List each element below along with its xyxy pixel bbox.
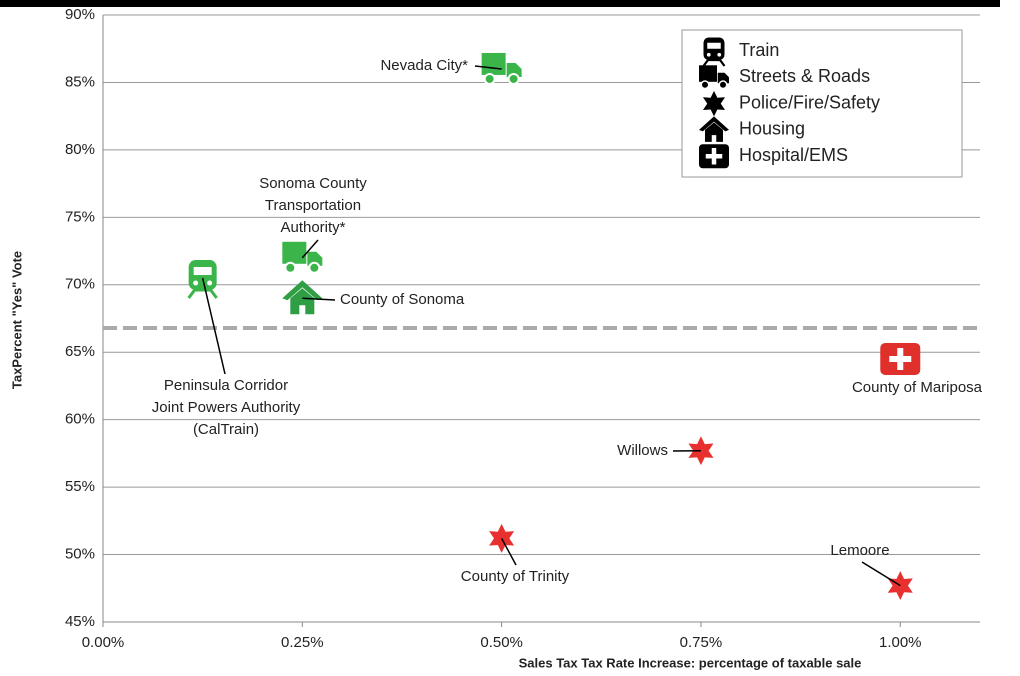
star bbox=[702, 90, 726, 117]
wheel bbox=[718, 80, 728, 90]
leader-line bbox=[861, 561, 901, 587]
x-tick-label: 0.00% bbox=[82, 634, 125, 651]
cross bbox=[705, 147, 723, 165]
top-bar bbox=[0, 0, 1000, 7]
legend-label: Streets & Roads bbox=[739, 66, 870, 86]
train-light bbox=[717, 52, 722, 57]
point-label: Peninsula Corridor bbox=[164, 377, 288, 394]
point-label: Transportation bbox=[265, 197, 361, 214]
point bbox=[282, 241, 323, 274]
leader-line bbox=[302, 297, 336, 301]
leader-line bbox=[201, 277, 226, 375]
y-tick-label: 60% bbox=[65, 411, 95, 428]
truck-cab bbox=[506, 62, 522, 77]
point bbox=[282, 280, 323, 315]
y-tick-label: 90% bbox=[65, 6, 95, 23]
train-light bbox=[193, 280, 199, 286]
y-tick-label: 50% bbox=[65, 546, 95, 563]
legend-label: Police/Fire/Safety bbox=[739, 92, 880, 112]
y-tick-label: 65% bbox=[65, 343, 95, 360]
truck-body bbox=[282, 241, 307, 264]
y-tick-label: 85% bbox=[65, 73, 95, 90]
house-roof bbox=[282, 280, 323, 301]
point-label: Authority* bbox=[280, 219, 345, 236]
cross bbox=[889, 347, 912, 370]
point-label: Lemoore bbox=[830, 542, 889, 559]
wheel bbox=[308, 261, 321, 274]
point bbox=[688, 436, 714, 466]
wheel bbox=[483, 72, 496, 85]
legend-icon bbox=[699, 116, 729, 142]
truck-cab bbox=[307, 251, 323, 266]
truck-body bbox=[481, 52, 506, 75]
y-tick-label: 70% bbox=[65, 276, 95, 293]
x-tick-label: 0.25% bbox=[281, 634, 324, 651]
y-tick-label: 80% bbox=[65, 141, 95, 158]
train-light bbox=[706, 52, 711, 57]
train-rails bbox=[187, 288, 218, 299]
point-label: County of Mariposa bbox=[852, 379, 983, 396]
x-tick-label: 0.75% bbox=[680, 634, 723, 651]
y-tick-label: 75% bbox=[65, 208, 95, 225]
x-tick-label: 1.00% bbox=[879, 634, 922, 651]
wheel bbox=[507, 72, 520, 85]
y-axis-title: TaxPercent "Yes" Vote bbox=[9, 251, 24, 389]
point-label: Willows bbox=[617, 442, 668, 459]
point-label: (CalTrain) bbox=[193, 421, 259, 438]
train-rails bbox=[702, 58, 726, 67]
legend-icon bbox=[699, 144, 729, 169]
star bbox=[688, 436, 714, 466]
truck-body bbox=[699, 65, 717, 82]
leader-line bbox=[301, 239, 319, 259]
y-tick-label: 55% bbox=[65, 478, 95, 495]
wheel bbox=[284, 261, 297, 274]
train-light bbox=[207, 280, 213, 286]
point-label: Sonoma County bbox=[259, 175, 367, 192]
truck-cab bbox=[717, 72, 729, 84]
leader-line bbox=[474, 65, 502, 70]
legend-icon bbox=[702, 90, 726, 117]
point bbox=[187, 260, 218, 299]
legend-label: Housing bbox=[739, 119, 805, 139]
house-roof bbox=[699, 116, 729, 132]
train-window bbox=[193, 267, 212, 276]
point-label: County of Trinity bbox=[461, 568, 570, 585]
point-label: County of Sonoma bbox=[340, 291, 465, 308]
legend-icon bbox=[702, 37, 726, 67]
point-label: Joint Powers Authority bbox=[152, 399, 301, 416]
point-label: Nevada City* bbox=[380, 57, 468, 74]
legend-label: Hospital/EMS bbox=[739, 145, 848, 165]
x-tick-label: 0.50% bbox=[480, 634, 523, 651]
legend-label: Train bbox=[739, 40, 779, 60]
point bbox=[880, 342, 921, 375]
house-body bbox=[290, 288, 315, 315]
wheel bbox=[700, 80, 710, 90]
leader-line bbox=[500, 538, 517, 566]
train-window bbox=[707, 42, 721, 49]
house-body bbox=[705, 122, 723, 142]
y-tick-label: 45% bbox=[65, 613, 95, 630]
legend-icon bbox=[699, 65, 729, 90]
x-axis-title: Sales Tax Tax Rate Increase: percentage … bbox=[519, 655, 862, 670]
